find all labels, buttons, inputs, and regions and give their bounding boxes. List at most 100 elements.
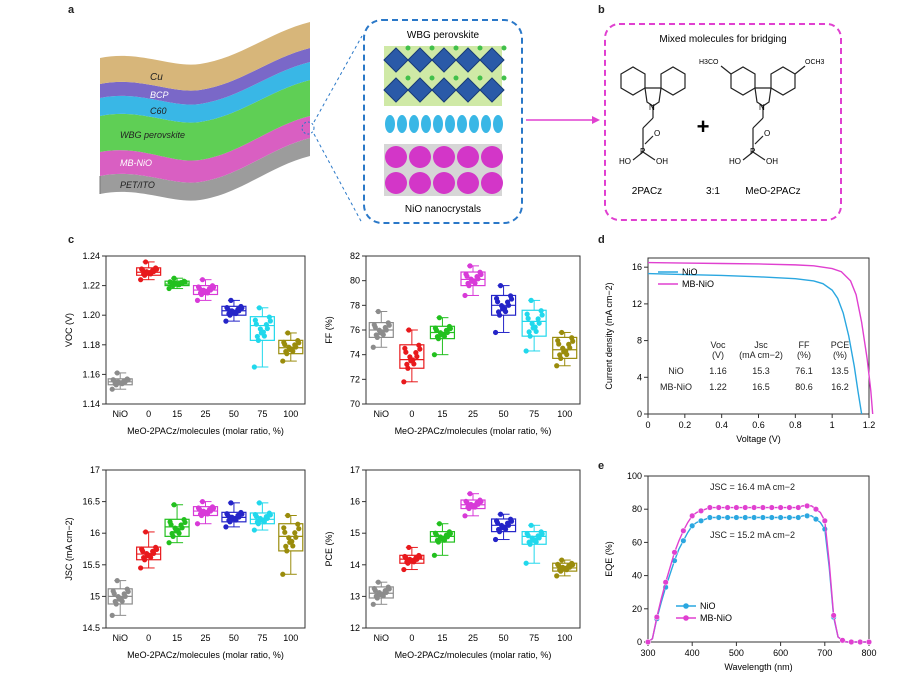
data-point [436, 315, 443, 321]
data-point [293, 534, 299, 540]
data-point [140, 548, 146, 554]
data-point [689, 522, 696, 529]
molecule-ellipse [433, 115, 443, 133]
x-tick-label: 25 [200, 409, 210, 419]
data-point [466, 283, 472, 289]
inset-bottom-label: NiO nanocrystals [405, 204, 481, 215]
data-point [166, 285, 172, 292]
chart-jv: 0 0.2 0.4 0.6 0.8 1 1.2 0 4 8 12 16 NiO MB-NiO Voltage… [604, 257, 875, 444]
atom-h3co: H3CO [699, 59, 719, 66]
data-point [724, 514, 731, 521]
x-tick-label: 0.4 [715, 420, 728, 430]
data-point [168, 522, 174, 528]
x-tick-label: NiO [112, 633, 128, 643]
data-point [264, 325, 270, 332]
y-tick-label: 80 [350, 276, 360, 286]
plot-frame [647, 475, 870, 643]
data-point [768, 504, 775, 511]
table-header-pce: PCE (%) [830, 340, 850, 360]
data-point [122, 593, 128, 599]
data-point [196, 506, 203, 513]
nio-nanocrystal [481, 146, 503, 168]
x-axis-label: MeO-2PACz/molecules (molar ratio, %) [395, 650, 552, 660]
data-point [715, 514, 722, 521]
data-point [530, 325, 536, 331]
data-point [441, 333, 448, 339]
data-point [405, 365, 411, 371]
y-tick-label: 72 [350, 374, 360, 384]
data-point [715, 504, 722, 511]
x-tick-label: 0 [146, 409, 151, 419]
data-point [751, 514, 758, 521]
data-point [857, 638, 864, 646]
data-point [414, 353, 420, 360]
label-meo-2pacz: MeO-2PACz [745, 186, 800, 197]
y-tick-label: 1.22 [82, 281, 100, 291]
data-point [403, 555, 409, 561]
data-point [182, 279, 188, 285]
data-point [253, 321, 259, 327]
data-point [662, 579, 669, 586]
data-point [148, 554, 154, 561]
y-tick-label: 78 [350, 300, 360, 310]
nio-nanocrystal [457, 146, 479, 168]
data-point [830, 612, 837, 619]
x-tick-label: 25 [468, 409, 478, 419]
series-line [647, 261, 874, 415]
data-point [176, 530, 182, 536]
legend-marker [683, 603, 689, 609]
panel-letter-d: d [598, 234, 605, 246]
data-point [374, 595, 380, 601]
molecule-ellipse [385, 115, 395, 133]
data-point [706, 514, 713, 521]
x-tick-label: NiO [374, 409, 390, 419]
chart-ff: 70 72 74 76 78 80 82 NiO 0 15 25 50 75 100 MeO-2PACz/m… [324, 251, 581, 436]
x-tick-label: 75 [529, 409, 539, 419]
y-tick-label: 70 [350, 399, 360, 409]
data-point [196, 285, 203, 292]
table-cell: 1.16 [709, 366, 727, 376]
octahedron-mark [431, 77, 457, 103]
data-point [527, 541, 533, 547]
y-tick-label: 16.5 [82, 497, 100, 507]
x-axis-label: MeO-2PACz/molecules (molar ratio, %) [127, 650, 284, 660]
x-axis-label: Voltage (V) [736, 434, 781, 444]
legend-label: NiO [682, 267, 698, 277]
data-point [267, 318, 273, 324]
data-point [140, 267, 146, 273]
molecule-ellipse [445, 115, 455, 133]
data-point [464, 500, 470, 506]
data-point [406, 544, 412, 551]
data-point [370, 601, 376, 607]
table-cell: 1.22 [709, 382, 727, 392]
data-point [168, 279, 174, 286]
x-tick-label: 0 [409, 409, 414, 419]
panel-letter-b: b [598, 4, 605, 16]
nio-nanocrystal [385, 172, 407, 194]
data-point [671, 549, 678, 556]
data-point [724, 504, 731, 511]
data-point [554, 573, 560, 579]
label-bcp: BCP [150, 90, 169, 100]
x-tick-label: NiO [112, 409, 128, 419]
octahedron-mark [407, 47, 433, 73]
x-tick-label: 50 [499, 633, 509, 643]
panel-letter-e: e [598, 460, 605, 472]
series-line [647, 272, 863, 415]
data-point [496, 312, 503, 318]
x-tick-label: 75 [257, 409, 267, 419]
y-tick-label: 100 [627, 471, 642, 481]
layer-petito [99, 138, 310, 201]
data-point [285, 330, 291, 336]
data-point [223, 524, 229, 530]
data-point [527, 333, 533, 339]
x-tick-label: 15 [437, 409, 447, 419]
data-point [697, 507, 705, 514]
inset-top-label: WBG perovskite [407, 30, 480, 41]
data-point [406, 327, 412, 333]
data-point [804, 502, 811, 509]
atom-o-right: O [764, 129, 770, 138]
data-point [528, 522, 534, 528]
nio-nanocrystal [385, 146, 407, 168]
data-point [742, 504, 749, 511]
